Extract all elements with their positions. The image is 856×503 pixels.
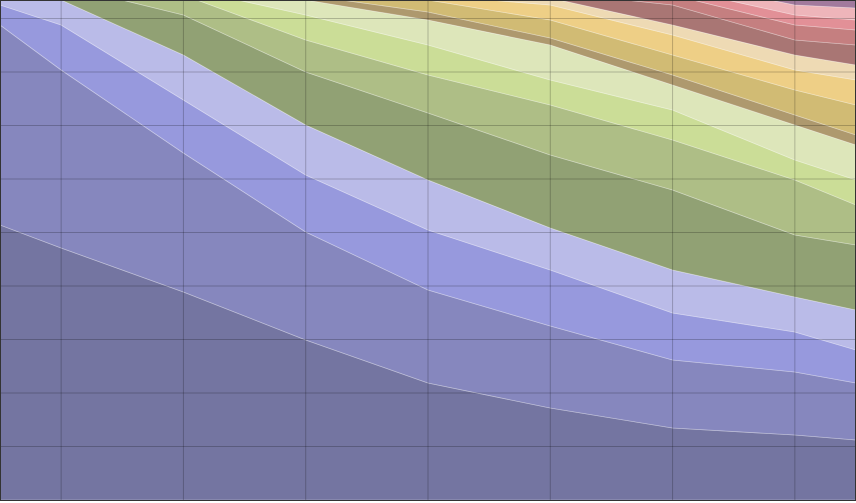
area <box>423 0 856 106</box>
area <box>768 0 856 9</box>
area <box>725 0 856 21</box>
area <box>557 0 856 66</box>
area <box>61 0 856 310</box>
area <box>0 4 856 384</box>
area <box>120 0 856 246</box>
area <box>195 0 856 206</box>
area <box>0 0 856 351</box>
area <box>621 0 856 46</box>
area <box>0 24 856 441</box>
area <box>484 0 856 81</box>
area <box>0 224 856 500</box>
area <box>691 0 856 31</box>
